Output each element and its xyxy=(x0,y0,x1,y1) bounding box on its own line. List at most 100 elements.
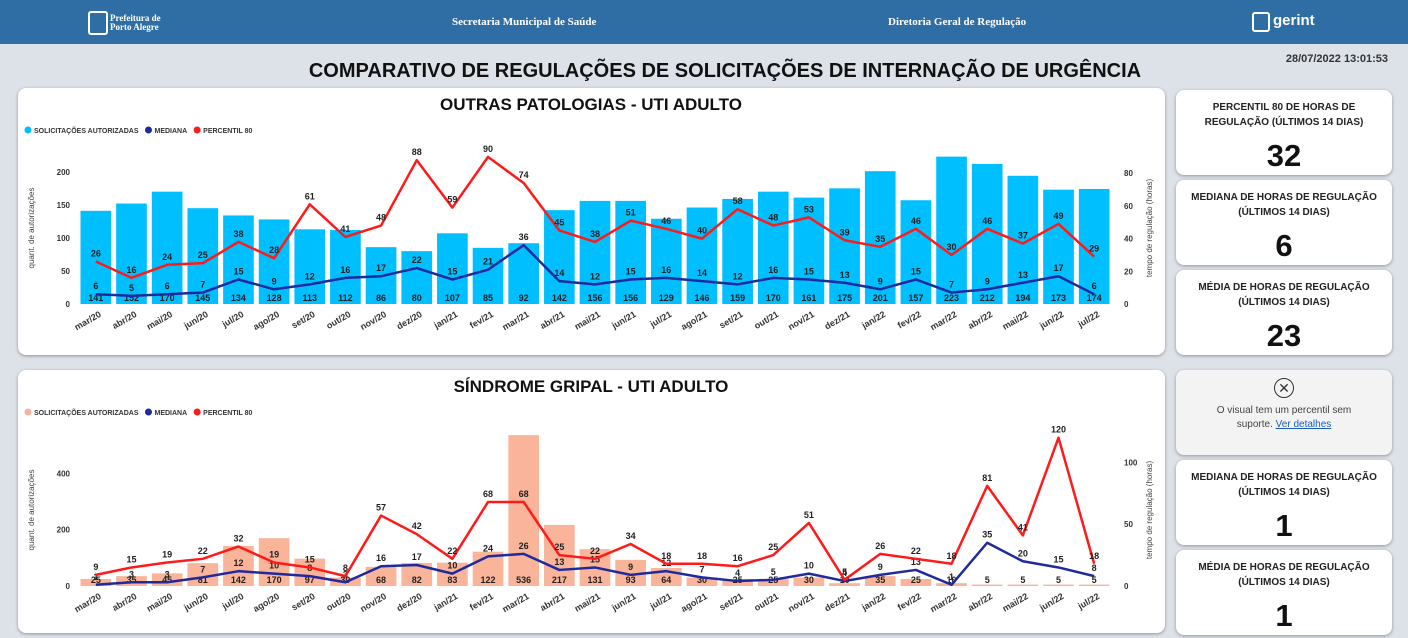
point-label: 37 xyxy=(1018,231,1028,241)
bar-label: 141 xyxy=(88,293,103,303)
point-label: 68 xyxy=(519,489,529,499)
bar-label: 80 xyxy=(412,293,422,303)
legend-marker xyxy=(24,408,32,416)
point-label: 16 xyxy=(376,553,386,563)
point-label: 16 xyxy=(126,265,136,275)
point-label: 6 xyxy=(165,281,170,291)
bar-label: 134 xyxy=(231,293,246,303)
x-tick-label: abr/20 xyxy=(111,591,139,613)
bar-label: 5 xyxy=(1092,575,1097,585)
point-label: 15 xyxy=(233,266,243,276)
legend-marker xyxy=(193,126,201,134)
x-tick-label: nov/21 xyxy=(786,591,816,614)
legend-label: PERCENTIL 80 xyxy=(203,410,252,417)
x-tick-label: mai/22 xyxy=(1001,309,1030,332)
bar-label: 25 xyxy=(91,575,101,585)
bar xyxy=(365,566,397,586)
details-link[interactable]: Ver detalhes xyxy=(1275,419,1332,430)
org: Prefeitura de Porto Alegre xyxy=(110,13,161,32)
point-label: 26 xyxy=(875,541,885,551)
bar xyxy=(472,247,504,304)
bar-label: 68 xyxy=(376,575,386,585)
point-label: 22 xyxy=(911,546,921,556)
x-tick-label: out/21 xyxy=(752,309,780,331)
bar xyxy=(401,251,433,304)
point-label: 5 xyxy=(771,567,776,577)
bar xyxy=(544,210,575,304)
line xyxy=(95,541,1095,587)
point-label: 28 xyxy=(269,245,279,255)
kpi-card: PERCENTIL 80 DE HORAS DE REGULAÇÃO (ÚLTI… xyxy=(1176,90,1392,175)
x-tick-label: ago/20 xyxy=(251,309,281,332)
point-label: 9 xyxy=(272,276,277,286)
x-tick-label: jun/22 xyxy=(1037,309,1065,331)
point-label: 15 xyxy=(626,266,636,276)
point-label: 4 xyxy=(842,568,847,578)
bar xyxy=(793,577,825,586)
point-label: 15 xyxy=(1054,554,1064,564)
bar-label: 223 xyxy=(944,293,959,303)
x-tick-label: set/21 xyxy=(718,309,745,330)
error-card: ✕ O visual tem um percentil sem suporte.… xyxy=(1176,370,1392,455)
x-tick-label: fev/21 xyxy=(468,309,495,330)
bar xyxy=(579,200,611,304)
point-label: 16 xyxy=(661,265,671,275)
x-tick-label: jul/21 xyxy=(648,309,674,330)
header: Prefeitura de Porto Alegre Secretaria Mu… xyxy=(0,0,1408,44)
bar-label: 128 xyxy=(267,293,282,303)
x-tick-label: mai/21 xyxy=(573,591,602,614)
point-label: 8 xyxy=(1092,563,1097,573)
point-label: 15 xyxy=(126,554,136,564)
x-tick-label: fev/21 xyxy=(468,591,495,612)
point-label: 24 xyxy=(162,252,172,262)
point-label: 88 xyxy=(412,147,422,157)
legend-label: SOLICITAÇÕES AUTORIZADAS xyxy=(34,408,139,417)
point-label: 35 xyxy=(982,530,992,540)
bar xyxy=(686,577,718,586)
bar-label: 122 xyxy=(481,575,496,585)
y-tick-label: 200 xyxy=(57,526,71,535)
point-label: 16 xyxy=(340,265,350,275)
point-label: 7 xyxy=(699,564,704,574)
point-label: 26 xyxy=(91,249,101,259)
legend-label: MEDIANA xyxy=(154,410,187,417)
point-label: 9 xyxy=(93,562,98,572)
point-label: 40 xyxy=(697,226,707,236)
bar xyxy=(187,563,219,586)
point-label: 41 xyxy=(340,224,350,234)
kpi-value: 32 xyxy=(1266,138,1302,173)
point-label: 9 xyxy=(628,562,633,572)
point-label: 24 xyxy=(483,543,493,553)
bar xyxy=(1043,584,1074,586)
timestamp: 28/07/2022 13:01:53 xyxy=(1285,53,1388,65)
bar-label: 129 xyxy=(659,293,674,303)
point-label: 59 xyxy=(447,195,457,205)
point-label: 12 xyxy=(590,271,600,281)
bar-label: 194 xyxy=(1015,293,1030,303)
x-tick-label: set/20 xyxy=(290,309,317,330)
x-tick-label: mar/20 xyxy=(73,591,103,614)
x-tick-label: jul/22 xyxy=(1075,591,1101,612)
x-tick-label: dez/21 xyxy=(823,309,852,331)
point-label: 18 xyxy=(1089,551,1099,561)
point-label: 48 xyxy=(376,213,386,223)
point-label: 46 xyxy=(911,216,921,226)
point-label: 20 xyxy=(1018,548,1028,558)
point-label: 25 xyxy=(768,542,778,552)
point-label: 58 xyxy=(733,196,743,206)
point-label: 48 xyxy=(768,213,778,223)
point-label: 41 xyxy=(1018,522,1028,532)
point-label: 17 xyxy=(412,552,422,562)
y2-axis-title: tempo de regulação (horas) xyxy=(1145,179,1154,278)
point-label: 34 xyxy=(626,531,636,541)
point-label: 46 xyxy=(661,216,671,226)
point-label: 16 xyxy=(768,265,778,275)
bar-label: 97 xyxy=(305,575,315,585)
bar xyxy=(80,578,112,586)
bar-label: 107 xyxy=(445,293,460,303)
kpi-value: 1 xyxy=(1275,508,1293,543)
kpi-title: MEDIANA DE HORAS DE REGULAÇÃO (ÚLTIMOS 1… xyxy=(1191,472,1377,498)
point-label: 38 xyxy=(590,229,600,239)
x-tick-label: jan/22 xyxy=(859,591,887,613)
point-label: 25 xyxy=(198,250,208,260)
